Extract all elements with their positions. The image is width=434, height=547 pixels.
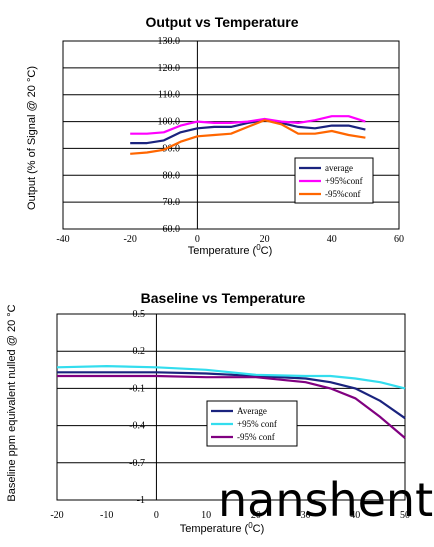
chart2-x-tick-labels: -20 -10 0 10 20 30 40 50 (50, 510, 410, 521)
y-tick-label: 100.0 (158, 117, 181, 128)
chart1-y-tick-labels: 60.0 70.0 80.0 90.0 100.0 110.0 120.0 130.0 (158, 36, 181, 235)
x-tick-label: 60 (394, 234, 404, 245)
chart2-plot-area (56, 313, 406, 501)
legend-label: +95%conf (325, 176, 363, 186)
y-tick-label: 60.0 (163, 224, 181, 235)
legend-label: average (325, 163, 353, 173)
series-line--95-conf (130, 119, 366, 155)
y-tick-label: -0.1 (129, 383, 145, 394)
legend-label: +95% conf (237, 419, 277, 429)
x-tick-label: 30 (301, 510, 311, 521)
chart2-x-axis-label: Temperature (0C) (180, 521, 265, 535)
series-line--95-conf (130, 115, 366, 135)
y-tick-label: 120.0 (158, 63, 181, 74)
y-tick-label: 0.5 (133, 309, 146, 320)
series-line-average (130, 119, 366, 145)
y-tick-label: 70.0 (163, 197, 181, 208)
x-tick-label: -20 (50, 510, 63, 521)
y-tick-label: -1 (137, 495, 145, 506)
legend-label: -95% conf (237, 432, 275, 442)
series-line--95-conf (57, 374, 406, 439)
chart2-legend: Average +95% conf -95% conf (206, 400, 298, 447)
watermark: nanshent (218, 473, 433, 527)
baseline-vs-temperature-chart: Baseline vs Temperature -1 -0.7 -0.4 -0.1 0.… (6, 290, 410, 535)
x-tick-label: -40 (56, 234, 69, 245)
chart2-y-tick-labels: -1 -0.7 -0.4 -0.1 0.2 0.5 (129, 309, 145, 506)
x-tick-label: 40 (350, 510, 360, 521)
x-tick-label: 0 (154, 510, 159, 521)
chart2-y-axis-label: Baseline ppm equivalent nulled @ 20 °C (6, 304, 18, 501)
chart1-x-tick-labels: -40 -20 0 20 40 60 (56, 234, 404, 245)
y-tick-label: 110.0 (158, 90, 180, 101)
x-tick-label: 50 (400, 510, 410, 521)
chart1-series-lines (130, 115, 366, 155)
x-tick-label: 20 (260, 234, 270, 245)
legend-label: Average (237, 406, 267, 416)
x-tick-label: 40 (327, 234, 337, 245)
y-tick-label: -0.4 (129, 421, 145, 432)
chart1-legend: average +95%conf -95%conf (294, 157, 374, 204)
x-tick-label: -20 (124, 234, 137, 245)
y-tick-label: -0.7 (129, 458, 145, 469)
x-tick-label: 20 (251, 510, 261, 521)
x-tick-label: 0 (195, 234, 200, 245)
series-line--95-conf (56, 365, 406, 390)
chart1-plot-area (62, 40, 400, 230)
legend-label: -95%conf (325, 189, 361, 199)
series-line-average (57, 371, 406, 420)
y-tick-label: 130.0 (158, 36, 181, 47)
x-tick-label: 10 (201, 510, 211, 521)
chart1-x-axis-label: Temperature (0C) (188, 243, 273, 257)
y-tick-label: 90.0 (163, 143, 181, 154)
y-tick-label: 80.0 (163, 170, 181, 181)
x-tick-label: -10 (100, 510, 113, 521)
chart1-title: Output vs Temperature (146, 14, 299, 30)
chart1-y-axis-label: Output (% of Signal @ 20 °C) (26, 66, 38, 210)
chart2-title: Baseline vs Temperature (141, 290, 306, 306)
y-tick-label: 0.2 (133, 346, 146, 357)
chart2-series-lines (56, 365, 406, 439)
output-vs-temperature-chart: Output vs Temperature 60.0 70.0 80.0 90.0 10… (26, 14, 404, 257)
